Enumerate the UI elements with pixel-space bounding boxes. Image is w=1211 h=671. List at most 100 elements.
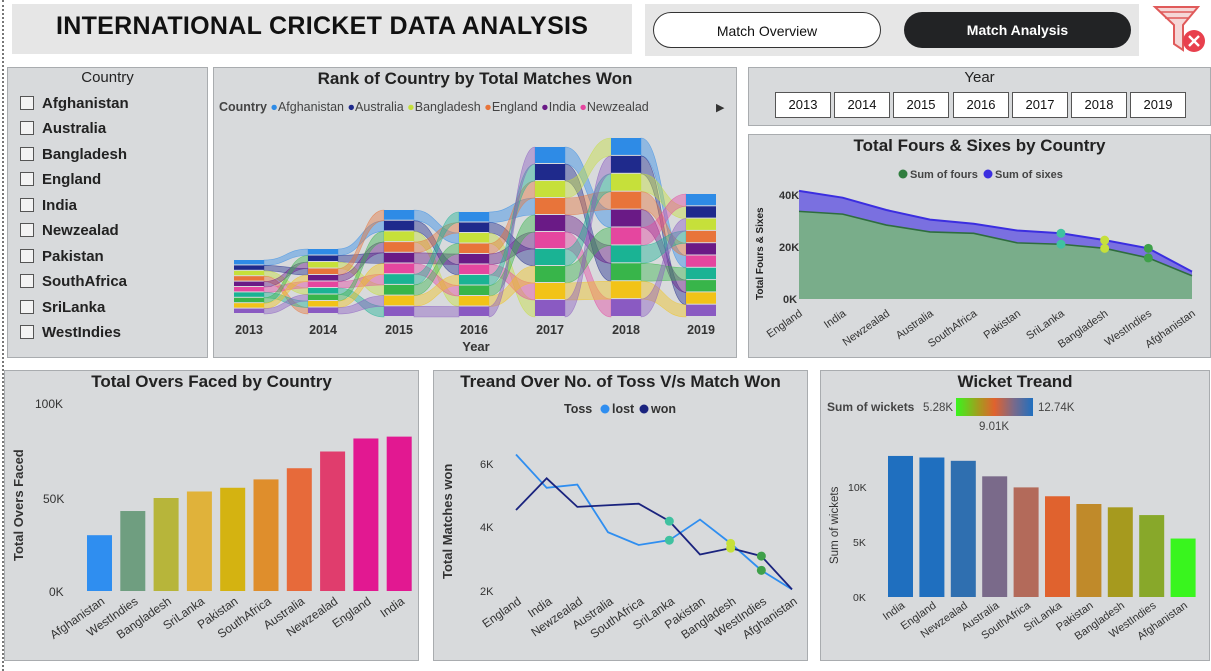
bar-srilanka[interactable] bbox=[186, 491, 212, 591]
bar-bangladesh[interactable] bbox=[153, 498, 179, 591]
ribbon-segment bbox=[611, 191, 641, 209]
bar-afghanistan[interactable] bbox=[1170, 538, 1196, 597]
bar-southafrica[interactable] bbox=[253, 479, 279, 591]
year-button-2014[interactable]: 2014 bbox=[834, 92, 890, 118]
checkbox-icon[interactable] bbox=[20, 274, 34, 288]
ribbon-flow bbox=[564, 231, 612, 318]
checkbox-icon[interactable] bbox=[20, 325, 34, 339]
marker-fours[interactable] bbox=[1143, 253, 1153, 263]
marker-toss[interactable] bbox=[756, 565, 766, 575]
bar-england[interactable] bbox=[919, 457, 945, 598]
ribbon-chart: 2013 2014 2015 2016 2017 2018 2019 Year bbox=[234, 137, 716, 354]
marker-sixes[interactable] bbox=[1143, 243, 1153, 253]
bar-afghanistan[interactable] bbox=[87, 535, 112, 591]
legend-won-dot bbox=[639, 404, 649, 414]
legend-next-icon[interactable]: ▶ bbox=[716, 102, 725, 114]
marker-toss[interactable] bbox=[726, 543, 736, 553]
ribbon-segment bbox=[234, 297, 264, 303]
year-button-2015[interactable]: 2015 bbox=[893, 92, 949, 118]
legend-lost-dot bbox=[600, 404, 610, 414]
legend-item-bangladesh[interactable]: ●Bangladesh bbox=[407, 100, 481, 114]
country-option-bangladesh[interactable]: Bangladesh bbox=[20, 143, 127, 165]
checkbox-icon[interactable] bbox=[20, 172, 34, 186]
ribbon-segment bbox=[234, 270, 264, 276]
checkbox-icon[interactable] bbox=[20, 198, 34, 212]
bar-australia[interactable] bbox=[982, 476, 1008, 597]
ribbon-xtick-2015: 2015 bbox=[385, 323, 413, 337]
ribbon-segment bbox=[384, 284, 414, 295]
checkbox-icon[interactable] bbox=[20, 223, 34, 237]
wickets-chart: Sum of wickets 5.28K 12.74K 9.01K Sum of… bbox=[827, 398, 1196, 643]
ribbon-segment bbox=[384, 220, 414, 231]
country-option-srilanka[interactable]: SriLanka bbox=[20, 296, 105, 318]
bar-westindies[interactable] bbox=[120, 511, 146, 591]
ribbon-segment bbox=[611, 263, 641, 281]
year-button-2013[interactable]: 2013 bbox=[775, 92, 831, 118]
bar-australia[interactable] bbox=[286, 468, 312, 591]
country-option-australia[interactable]: Australia bbox=[20, 117, 106, 139]
bar-india[interactable] bbox=[888, 455, 913, 597]
country-option-afghanistan[interactable]: Afghanistan bbox=[20, 92, 129, 114]
xtick-england: England bbox=[480, 594, 524, 631]
legend-item-newzealad[interactable]: ●Newzealad bbox=[579, 100, 649, 114]
ribbon-segment bbox=[611, 209, 641, 227]
year-button-2018[interactable]: 2018 bbox=[1071, 92, 1127, 118]
checkbox-icon[interactable] bbox=[20, 300, 34, 314]
ytick-0k: 0K bbox=[49, 585, 64, 599]
line-toss-lost bbox=[515, 453, 793, 591]
gradient-mid: 9.01K bbox=[979, 421, 1009, 433]
checkbox-icon[interactable] bbox=[20, 147, 34, 161]
wickets-ylabel: Sum of wickets bbox=[829, 486, 841, 564]
country-option-newzealad[interactable]: Newzealad bbox=[20, 219, 119, 241]
ytick-0k: 0K bbox=[853, 592, 866, 604]
bar-newzealad[interactable] bbox=[320, 451, 346, 592]
marker-toss[interactable] bbox=[664, 516, 674, 526]
year-button-2017[interactable]: 2017 bbox=[1012, 92, 1068, 118]
marker-sixes[interactable] bbox=[1100, 235, 1110, 245]
bar-bangladesh[interactable] bbox=[1107, 507, 1133, 597]
year-slicer-title: Year bbox=[964, 69, 995, 86]
country-option-southafrica[interactable]: SouthAfrica bbox=[20, 270, 127, 292]
country-option-england[interactable]: England bbox=[20, 168, 101, 190]
country-option-pakistan[interactable]: Pakistan bbox=[20, 245, 104, 267]
marker-toss[interactable] bbox=[756, 551, 766, 561]
bar-pakistan[interactable] bbox=[1076, 504, 1102, 597]
ribbon-xtick-2016: 2016 bbox=[460, 323, 488, 337]
marker-fours[interactable] bbox=[1100, 243, 1110, 253]
ribbon-segment bbox=[459, 306, 489, 316]
marker-fours[interactable] bbox=[1056, 239, 1066, 249]
year-button-2016[interactable]: 2016 bbox=[953, 92, 1009, 118]
ribbon-segment bbox=[686, 292, 716, 304]
page-title: INTERNATIONAL CRICKET DATA ANALYSIS bbox=[56, 12, 589, 40]
legend-item-australia[interactable]: ●Australia bbox=[347, 100, 404, 114]
ribbon-segment bbox=[535, 232, 565, 248]
country-option-india[interactable]: India bbox=[20, 194, 77, 216]
line-sixes bbox=[798, 189, 1193, 273]
bar-southafrica[interactable] bbox=[1013, 487, 1039, 597]
legend-lost-label: lost bbox=[612, 402, 635, 416]
bar-westindies[interactable] bbox=[1139, 515, 1165, 597]
legend-item-england[interactable]: ●England bbox=[484, 100, 538, 114]
bar-newzealad[interactable] bbox=[950, 460, 976, 597]
country-slicer: Country Afghanistan Australia Bangladesh… bbox=[7, 67, 208, 358]
match-analysis-button[interactable]: Match Analysis bbox=[904, 12, 1131, 48]
country-option-westindies[interactable]: WestIndies bbox=[20, 321, 121, 343]
bar-srilanka[interactable] bbox=[1045, 496, 1070, 597]
ribbon-xtick-2019: 2019 bbox=[687, 323, 715, 337]
overs-chart: Total Overs Faced 100K 50K 0K Afghanista… bbox=[11, 397, 412, 642]
checkbox-icon[interactable] bbox=[20, 121, 34, 135]
bar-india[interactable] bbox=[386, 436, 412, 591]
marker-toss[interactable] bbox=[664, 535, 674, 545]
checkbox-icon[interactable] bbox=[20, 249, 34, 263]
legend-item-india[interactable]: ●India bbox=[541, 100, 576, 114]
legend-item-afghanistan[interactable]: ●Afghanistan bbox=[270, 100, 344, 114]
marker-sixes[interactable] bbox=[1056, 228, 1066, 238]
checkbox-icon[interactable] bbox=[20, 96, 34, 110]
year-button-2019[interactable]: 2019 bbox=[1130, 92, 1186, 118]
ribbon-chart-panel: Rank of Country by Total Matches Won Cou… bbox=[213, 67, 737, 358]
bar-pakistan[interactable] bbox=[220, 487, 246, 591]
clear-filter-icon[interactable] bbox=[1150, 2, 1208, 60]
line-fours bbox=[798, 210, 1193, 277]
match-overview-button[interactable]: Match Overview bbox=[653, 12, 881, 48]
bar-england[interactable] bbox=[353, 438, 379, 591]
